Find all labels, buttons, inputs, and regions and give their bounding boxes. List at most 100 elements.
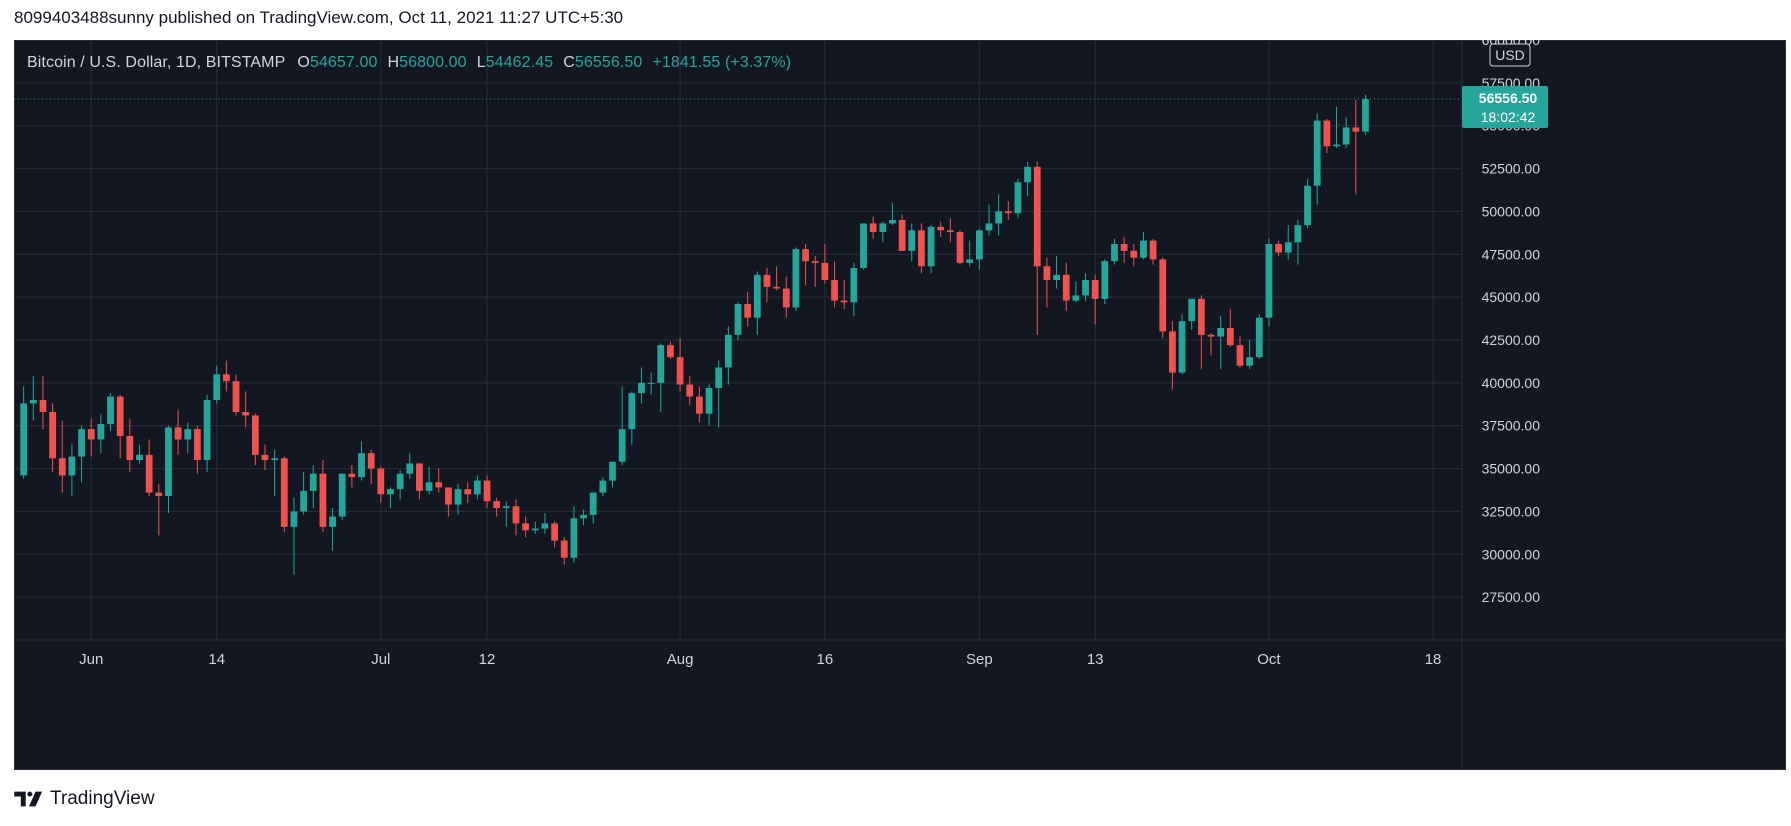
candle	[39, 376, 47, 430]
candle	[126, 418, 134, 472]
candle	[705, 384, 713, 426]
candle	[1159, 257, 1167, 339]
candle	[879, 221, 887, 243]
symbol-name[interactable]: Bitcoin / U.S. Dollar, 1D, BITSTAMP	[27, 54, 286, 71]
candle	[1149, 238, 1157, 265]
high-value: 56800.00	[399, 54, 467, 71]
candle	[280, 456, 288, 532]
candle-body	[966, 259, 974, 263]
candle-body	[203, 400, 211, 460]
candle-body	[213, 374, 221, 400]
tradingview-logo-icon[interactable]	[14, 790, 44, 808]
candle-body	[1130, 250, 1138, 258]
candle	[58, 420, 66, 493]
candle	[502, 501, 510, 527]
candle	[213, 365, 221, 404]
candle	[261, 444, 269, 471]
candle-body	[1236, 345, 1244, 366]
candle-body	[628, 393, 636, 430]
price-tick-label: 52500.00	[1482, 161, 1541, 177]
tradingview-brand[interactable]: TradingView	[50, 788, 155, 809]
candle	[1072, 281, 1080, 303]
candle-body	[194, 429, 201, 460]
candle-body	[918, 230, 925, 267]
candle-body	[995, 211, 1003, 224]
candle-body	[136, 454, 143, 460]
close-label: C	[563, 54, 575, 71]
candle	[918, 223, 925, 274]
candle-body	[782, 288, 790, 308]
candle-body	[1284, 242, 1292, 253]
candle	[78, 425, 85, 483]
candle-body	[522, 523, 530, 531]
candle-body	[1217, 328, 1225, 337]
publication-attribution: 8099403488sunny published on TradingView…	[14, 8, 624, 27]
candle-body	[1178, 321, 1186, 373]
currency-badge[interactable]: USD	[1489, 43, 1531, 67]
open-label: O	[297, 54, 310, 71]
candle	[1033, 161, 1041, 335]
candle-body	[338, 473, 346, 517]
candle	[753, 271, 761, 335]
candle-body	[1024, 166, 1031, 183]
candle-body	[1333, 144, 1340, 147]
candle	[995, 194, 1003, 236]
candle-body	[290, 511, 298, 527]
low-label: L	[476, 54, 486, 71]
candle-body	[1082, 280, 1089, 296]
candle	[338, 473, 346, 520]
candle-body	[1043, 266, 1051, 280]
candle	[609, 461, 616, 488]
candle	[802, 244, 809, 286]
candle-body	[165, 427, 172, 496]
time-tick-label: Aug	[667, 651, 694, 668]
candle-body	[1246, 357, 1254, 366]
candle	[744, 292, 752, 327]
candle	[1333, 106, 1340, 148]
candle-body	[425, 482, 433, 491]
candle	[271, 449, 279, 496]
candle	[454, 484, 462, 515]
candle-body	[377, 468, 385, 495]
candle	[174, 410, 182, 455]
candle	[628, 391, 636, 445]
candle	[1082, 273, 1089, 301]
chart-frame[interactable]	[14, 40, 1786, 770]
candle	[898, 214, 906, 251]
candle-body	[773, 286, 780, 289]
candle-body	[174, 427, 182, 440]
candle-body	[222, 374, 230, 382]
candle	[580, 509, 587, 526]
candle	[657, 343, 665, 412]
price-tick-label: 42500.00	[1482, 332, 1541, 348]
candle-body	[126, 436, 134, 460]
candle-body	[1304, 185, 1311, 226]
candle	[1169, 321, 1176, 390]
candle	[29, 376, 37, 421]
candle-body	[1014, 182, 1022, 214]
candlestick-chart[interactable]: 27500.00 30000.00 32500.00 35000.00 37500.00…	[14, 40, 1786, 770]
candle	[1342, 117, 1350, 148]
candle-body	[937, 226, 945, 231]
candle	[493, 497, 501, 517]
candle-body	[1255, 317, 1263, 358]
candle-body	[1169, 331, 1176, 373]
candle	[1043, 257, 1051, 308]
candle-body	[657, 345, 665, 383]
candle-body	[107, 396, 114, 424]
price-tick-label: 35000.00	[1482, 461, 1541, 477]
candle-body	[39, 400, 47, 412]
candle-body	[1159, 259, 1167, 332]
candle-body	[908, 230, 916, 251]
candle-body	[358, 453, 365, 478]
candle-body	[29, 400, 37, 404]
candle	[416, 463, 423, 500]
candle-body	[1188, 298, 1196, 322]
candle-body	[184, 429, 192, 440]
candle-body	[869, 223, 877, 232]
candle	[1246, 340, 1254, 370]
candle-body	[705, 388, 713, 414]
candle	[599, 477, 607, 496]
candle	[985, 204, 993, 236]
candle-body	[647, 382, 655, 384]
